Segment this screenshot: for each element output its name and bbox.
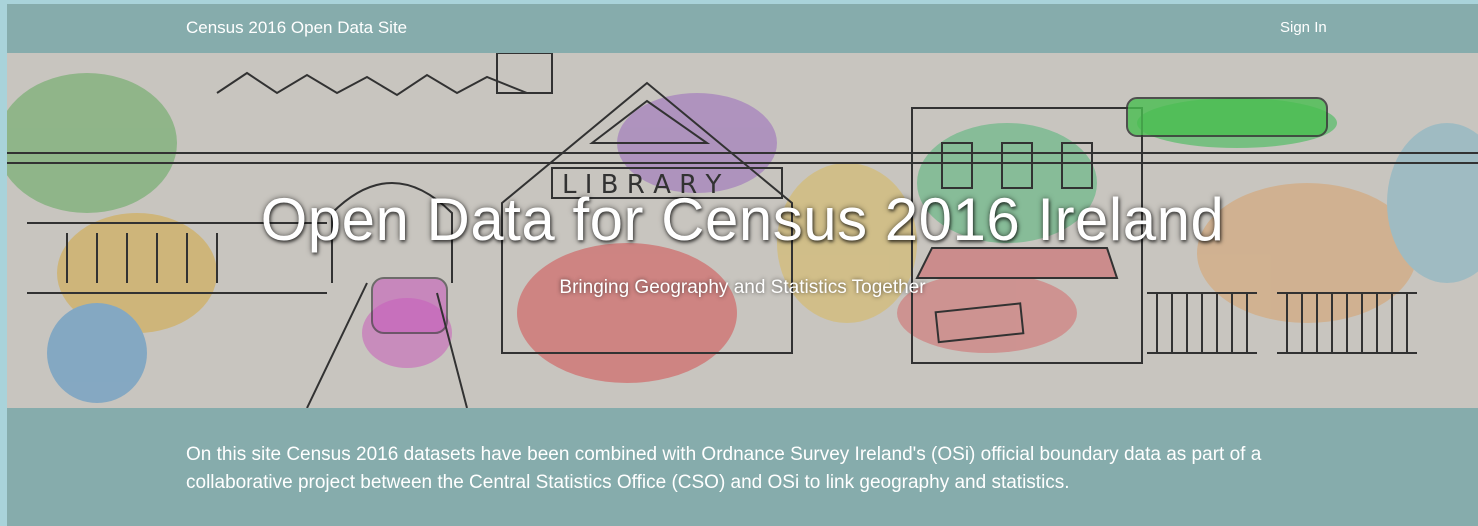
intro-text: On this site Census 2016 datasets have b… xyxy=(186,441,1311,497)
top-bar: Census 2016 Open Data Site Sign In xyxy=(7,4,1478,53)
hero-title: Open Data for Census 2016 Ireland xyxy=(7,185,1478,254)
site-title-link[interactable]: Census 2016 Open Data Site xyxy=(186,18,407,38)
page: Census 2016 Open Data Site html, body { … xyxy=(0,0,1478,526)
sign-in-link[interactable]: Sign In xyxy=(1280,19,1327,36)
hero-subtitle: Bringing Geography and Statistics Togeth… xyxy=(7,277,1478,299)
body: {"header": {"title": "Census 2016 Open D… xyxy=(0,0,1478,526)
site-frame: Census 2016 Open Data Site Sign In xyxy=(7,4,1478,526)
hero-banner: L I B R A R Y Open Data for Census 2016 … xyxy=(7,53,1478,408)
